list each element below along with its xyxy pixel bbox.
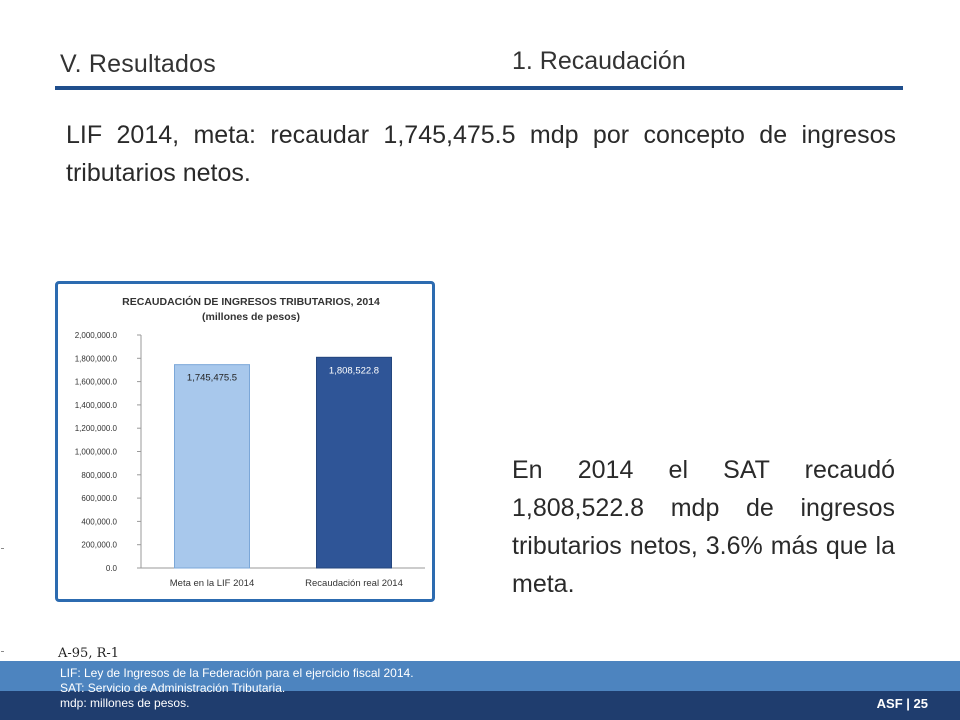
page-number: ASF | 25 [876, 696, 928, 711]
footnote-sat: SAT: Servicio de Administración Tributar… [60, 681, 286, 695]
y-tick-label: 1,000,000.0 [75, 448, 118, 457]
y-tick-label: 800,000.0 [81, 471, 117, 480]
chart-subtitle: (millones de pesos) [202, 311, 300, 323]
x-category-label: Recaudación real 2014 [305, 578, 403, 589]
footer-band-dark [0, 691, 960, 720]
subsection-title: 1. Recaudación [512, 47, 686, 75]
audit-reference: A-95, R-1 [58, 646, 120, 661]
y-tick-label: 600,000.0 [81, 494, 117, 503]
edge-mark [1, 651, 4, 652]
section-title: V. Resultados [60, 50, 216, 78]
data-label: 1,745,475.5 [187, 373, 237, 384]
chart-frame: RECAUDACIÓN DE INGRESOS TRIBUTARIOS, 201… [55, 281, 435, 602]
bar-recaudacion [316, 356, 392, 569]
tax-revenue-bar-chart: RECAUDACIÓN DE INGRESOS TRIBUTARIOS, 201… [75, 295, 425, 589]
y-tick-label: 1,200,000.0 [75, 424, 118, 433]
chart-title: RECAUDACIÓN DE INGRESOS TRIBUTARIOS, 201… [122, 295, 380, 308]
y-tick-label: 200,000.0 [81, 541, 117, 550]
y-tick-label: 1,800,000.0 [75, 354, 118, 363]
data-label: 1,808,522.8 [329, 365, 379, 376]
y-tick-label: 1,600,000.0 [75, 378, 118, 387]
footnote-mdp: mdp: millones de pesos. [60, 696, 190, 710]
y-tick-label: 1,400,000.0 [75, 401, 118, 410]
bar-meta [174, 364, 250, 569]
footer-band [0, 661, 960, 691]
edge-mark [1, 548, 4, 549]
footnote-lif: LIF: Ley de Ingresos de la Federación pa… [60, 666, 414, 680]
y-tick-label: 400,000.0 [81, 517, 117, 526]
intro-paragraph: LIF 2014, meta: recaudar 1,745,475.5 mdp… [66, 121, 896, 187]
y-tick-label: 2,000,000.0 [75, 331, 118, 340]
footnotes: LIF: Ley de Ingresos de la Federación pa… [60, 666, 414, 711]
title-divider [55, 86, 903, 90]
x-category-label: Meta en la LIF 2014 [170, 578, 255, 589]
y-tick-label: 0.0 [106, 564, 118, 573]
result-paragraph: En 2014 el SAT recaudó 1,808,522.8 mdp d… [512, 456, 895, 598]
